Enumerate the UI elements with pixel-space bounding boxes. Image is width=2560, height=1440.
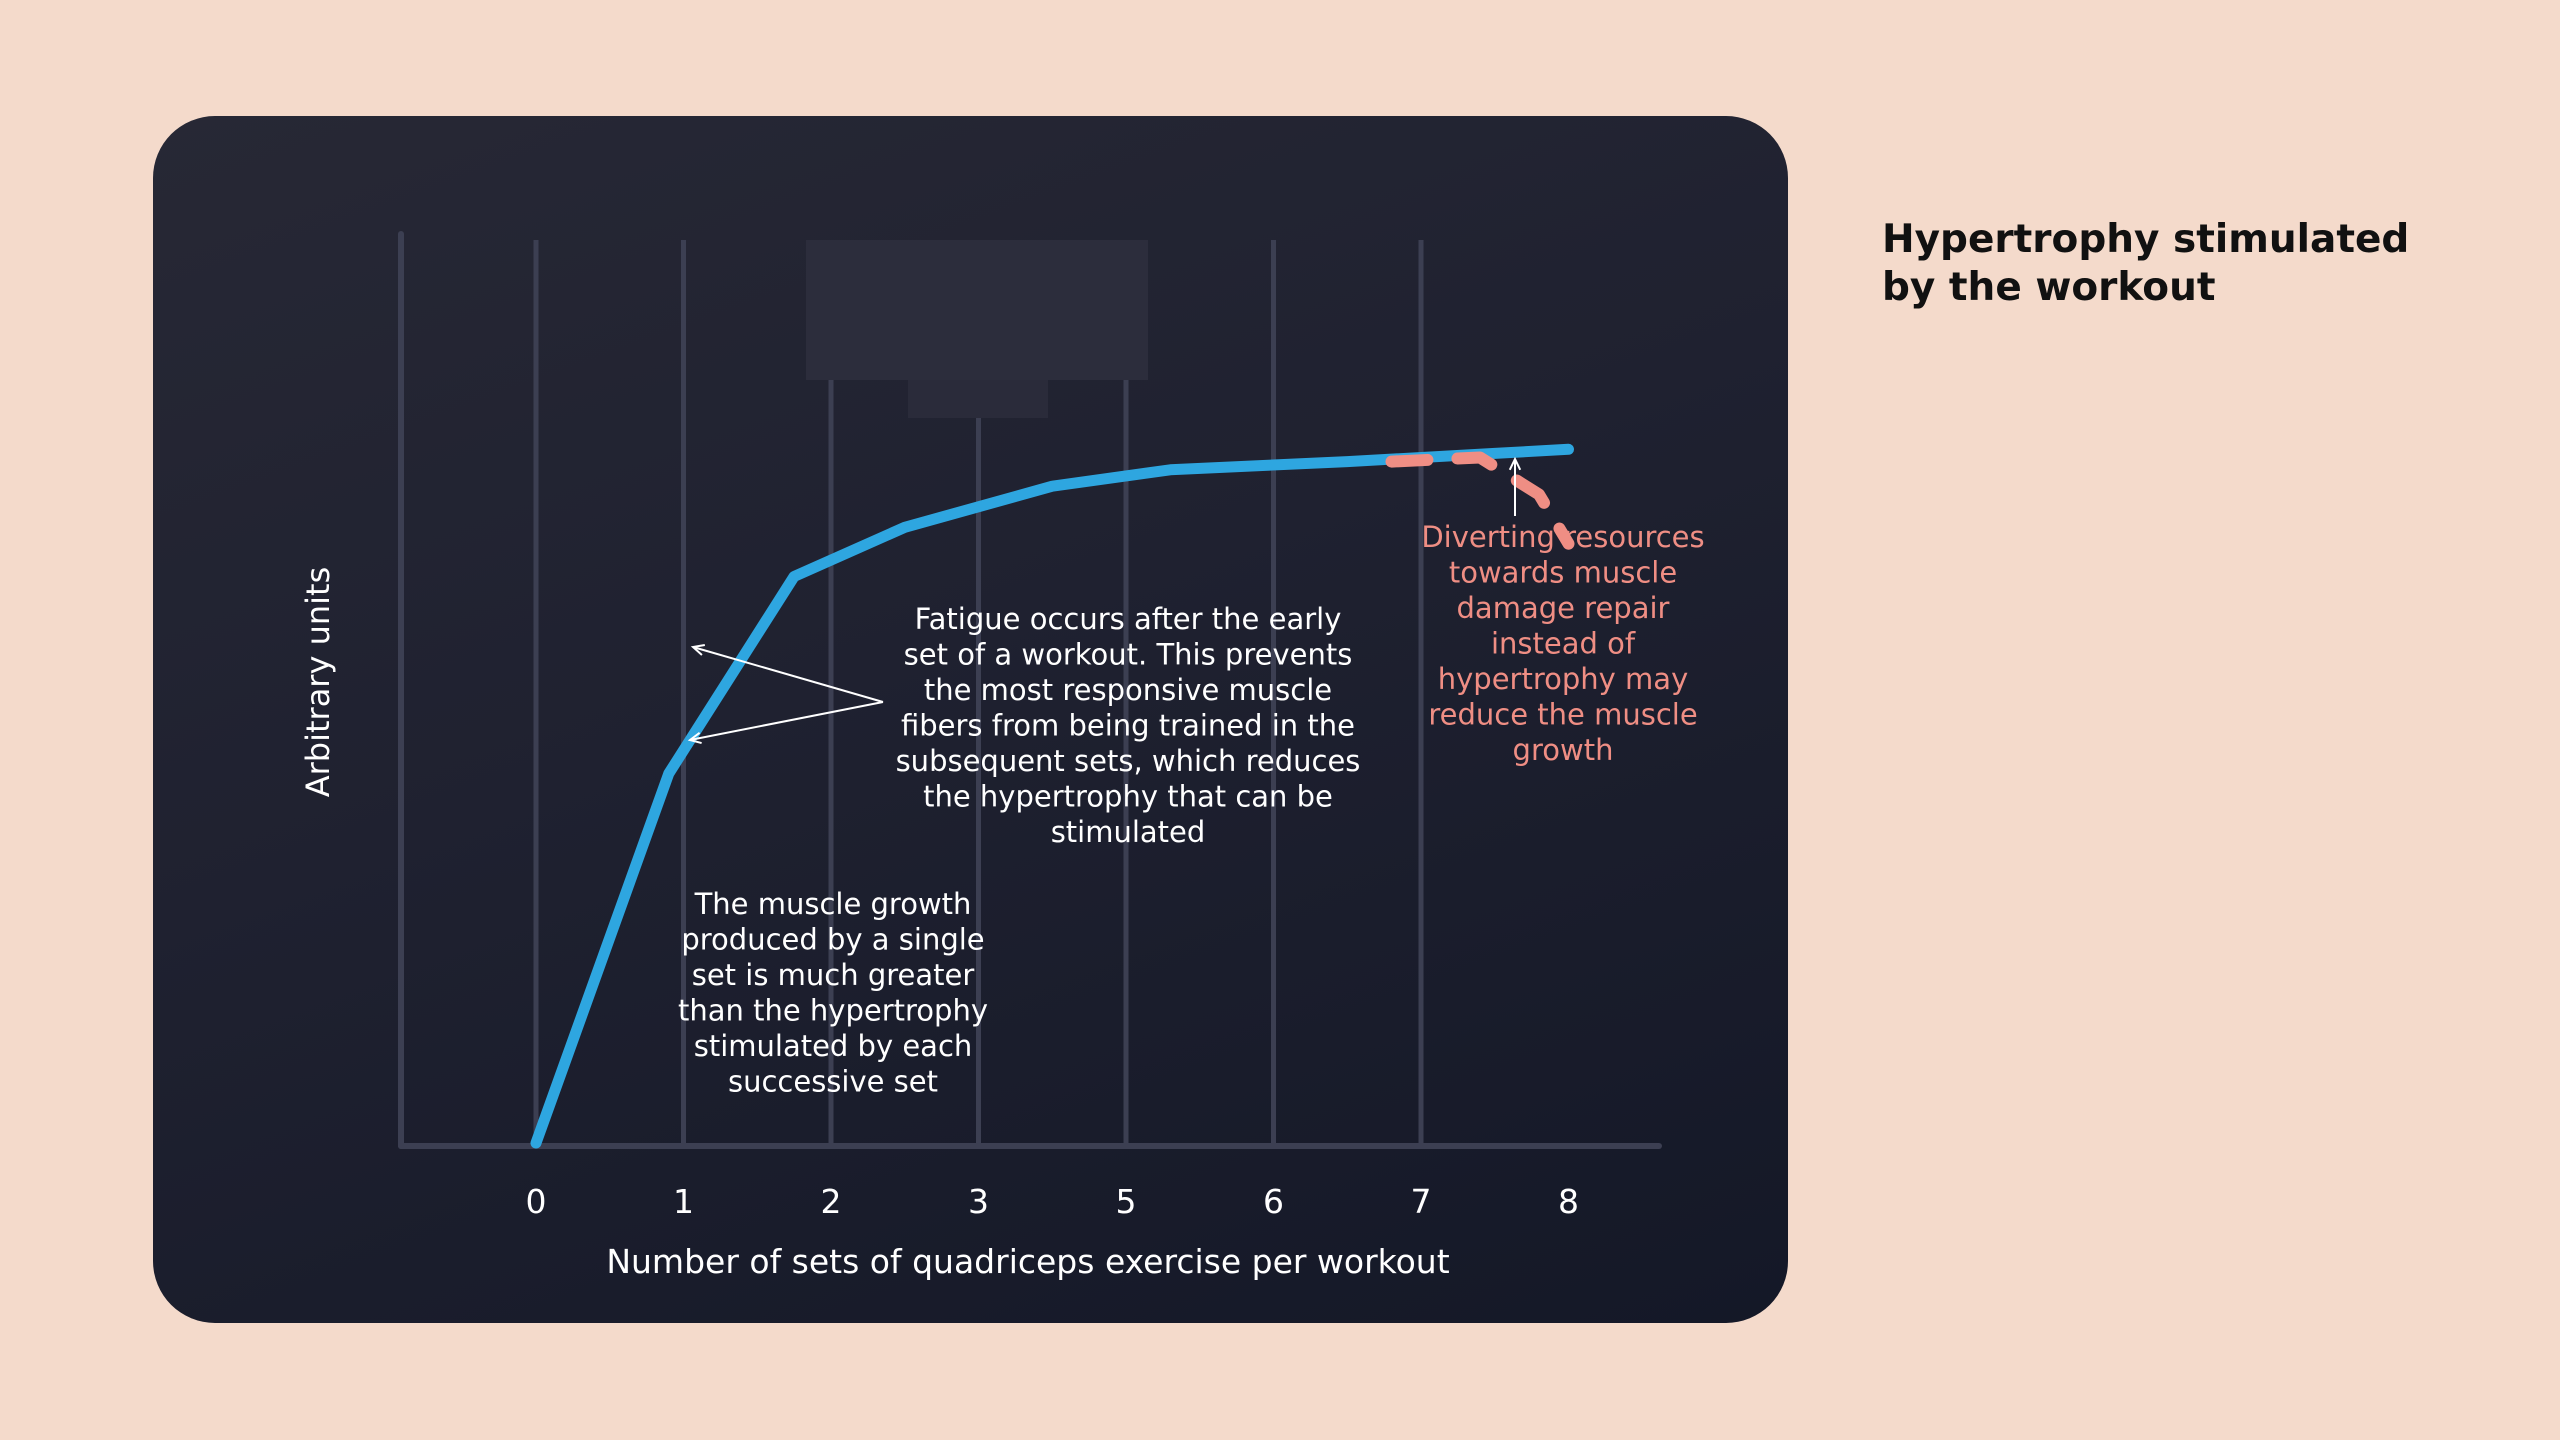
annotation-diverting: Diverting resources towards muscle damage … bbox=[1421, 520, 1704, 767]
annotation-fatigue: Fatigue occurs after the early set of a w… bbox=[896, 602, 1361, 849]
annotation-single-set: The muscle growth produced by a single set… bbox=[678, 887, 988, 1099]
arrow-to-decline bbox=[1508, 456, 1522, 516]
x-tick-label: 7 bbox=[1411, 1182, 1432, 1221]
x-tick-label: 5 bbox=[1116, 1182, 1137, 1221]
side-title: Hypertrophy stimulated by the workout bbox=[1882, 217, 2410, 310]
x-tick-label: 0 bbox=[526, 1182, 547, 1221]
x-axis-label: Number of sets of quadriceps exercise pe… bbox=[606, 1242, 1449, 1281]
faint-box bbox=[806, 240, 1148, 380]
chart-card: 0 1 2 3 5 6 7 8 The muscle growth produced by a … bbox=[153, 116, 1788, 1323]
x-tick-label: 3 bbox=[968, 1182, 989, 1221]
x-tick-label: 8 bbox=[1558, 1182, 1579, 1221]
x-tick-label: 6 bbox=[1263, 1182, 1284, 1221]
chart-svg: 0 1 2 3 5 6 7 8 The muscle growth produced by a … bbox=[299, 231, 1705, 1281]
y-axis-label: Arbitrary units bbox=[299, 567, 337, 798]
x-tick-label: 1 bbox=[673, 1182, 694, 1221]
faint-box bbox=[908, 380, 1048, 418]
x-tick-label: 2 bbox=[821, 1182, 842, 1221]
arrow-to-early-point bbox=[690, 644, 884, 703]
main-series-line bbox=[530, 443, 1574, 1149]
arrow-to-first-set bbox=[687, 701, 884, 745]
